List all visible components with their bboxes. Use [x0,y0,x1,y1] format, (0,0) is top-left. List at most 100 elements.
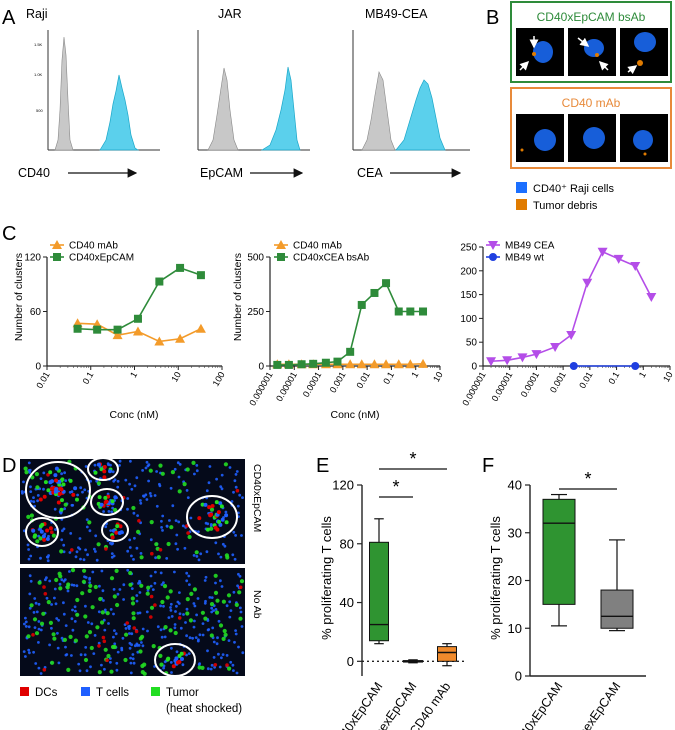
cell-dot [84,548,87,552]
chart-c3-clusters-mb49: 0 50 100 150 200 250 0.000001 0.00001 0.0001 0.00… [460,241,674,408]
cell-dot [132,558,135,561]
cell-dot [195,613,199,617]
cell-dot [42,585,46,589]
cluster-dot [174,656,179,661]
cell-dot [169,661,173,664]
cell-dot [158,548,163,552]
cell-dot [214,608,218,611]
data-point [550,342,561,352]
cell-dot [48,620,54,626]
data-point [566,331,577,341]
cell-dot [211,626,215,630]
data-point [646,292,657,302]
cell-dot [134,629,139,634]
cell-dot [32,611,36,614]
cell-dot [239,610,243,614]
cell-dot [103,608,107,612]
cell-dot [236,504,240,508]
cell-dot [114,568,119,574]
arrow-marker [577,37,590,47]
cell-dot [173,570,176,574]
y-tick-label: 50 [466,338,478,349]
y-tick-label: 0 [347,654,354,669]
cell-dot [185,597,190,602]
cell-dot [196,597,200,600]
cell-dot [141,627,145,631]
cell-dot [225,604,229,608]
data-point [345,359,356,369]
cell-dot [210,663,214,667]
cell-dot [112,594,117,599]
data-point [284,360,293,369]
cell-dot [60,636,64,640]
cell-dot [238,574,242,578]
cell-dot [34,601,38,605]
cell-dot [130,601,136,606]
cell-dot [160,583,164,586]
cell-dot [191,460,196,465]
cell-dot [214,610,220,615]
cell-dot [75,584,79,588]
hist-jar-marker: EpCAM [200,166,243,180]
cell-dot [118,464,121,467]
cell-dot [154,570,157,574]
cell-dot [214,541,218,545]
cell-dot [98,596,103,602]
cluster-dot [56,500,61,505]
micrograph-d-bottom-label: No Ab [251,590,263,619]
cell-dot [59,549,64,554]
y-tick-label: 0 [471,362,477,373]
hist-raji-ytick-3: 500 [36,108,43,113]
microscopy-legend: CD40⁺ Raji cells Tumor debris [516,182,614,212]
x-tick-label: 0.01 [577,370,594,390]
cell-dot [170,646,173,650]
cell-dot [176,461,180,465]
cell-dot [231,553,235,557]
cell-dot [71,608,74,612]
cell-dot [149,594,154,599]
cell-dot [220,487,224,491]
cell-dot [96,481,101,486]
cell-dot [104,525,108,529]
cell-dot [127,632,131,635]
cell-dot [223,462,228,467]
cluster-dot [48,526,53,531]
cluster-dot [203,502,208,507]
legend-debris-swatch [516,199,527,210]
legend-marker [53,253,61,261]
cell-dot [27,625,31,629]
cell-blob [534,129,556,151]
cell-dot [126,568,130,572]
cluster-dot [113,495,118,500]
cell-dot [193,472,196,476]
x-tick-label: 0.0001 [519,370,541,399]
cluster-ring [25,517,59,547]
cell-dot [83,488,87,492]
cell-dot [209,602,215,607]
cell-dot [109,529,113,532]
cell-dot [102,510,105,513]
cluster-ring [90,488,124,516]
cell-dot [39,621,45,626]
cell-dot [193,604,197,608]
x-tick-label: 0.00001 [490,370,515,403]
data-point [406,307,415,316]
cell-dot [87,588,92,594]
cell-dot [62,601,65,605]
cell-dot [101,635,106,640]
cell-dot [47,534,50,538]
cell-dot [27,548,30,551]
cluster-dot [61,482,66,487]
cell-dot [82,558,86,562]
cell-dot [188,618,193,623]
cell-dot [213,590,219,596]
cell-dot [38,536,43,541]
cell-dot [29,485,32,489]
hist-raji-ytick-2: 1.0K [34,72,43,77]
cell-dot [89,479,92,483]
cell-dot [35,485,40,490]
cell-dot [203,579,207,582]
cell-dot [168,589,173,594]
cell-dot [135,546,139,550]
cell-dot [29,579,33,583]
